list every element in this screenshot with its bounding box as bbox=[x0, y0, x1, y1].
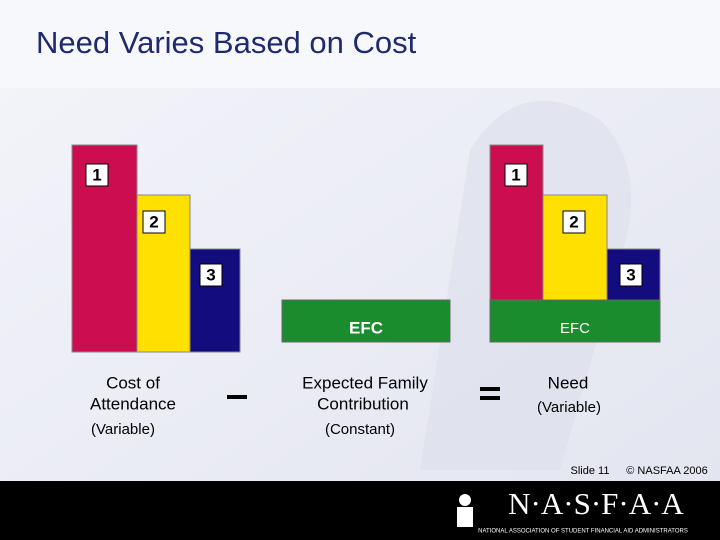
note: (Variable) bbox=[537, 399, 601, 416]
label-box bbox=[562, 210, 586, 234]
title-band bbox=[0, 0, 720, 88]
slide-title: Need Varies Based on Cost bbox=[36, 25, 417, 60]
slide-number: Slide 11 bbox=[571, 465, 610, 477]
logo-subtitle: NATIONAL ASSOCIATION OF STUDENT FINANCIA… bbox=[478, 529, 688, 535]
box-label: 2 bbox=[149, 212, 158, 231]
label-box bbox=[85, 163, 109, 187]
caption: Attendance bbox=[90, 394, 176, 413]
minus-sign bbox=[227, 395, 247, 399]
efc-label: EFC bbox=[349, 318, 383, 337]
footer-bar bbox=[0, 481, 720, 540]
box-label: 1 bbox=[92, 165, 101, 184]
note: (Variable) bbox=[91, 421, 155, 438]
equals-sign bbox=[480, 396, 500, 400]
logo-icon bbox=[459, 494, 471, 506]
equals-sign bbox=[480, 387, 500, 391]
efc-box bbox=[281, 299, 451, 343]
caption: Expected Family bbox=[302, 373, 428, 392]
caption: Contribution bbox=[317, 394, 409, 413]
label-box bbox=[619, 263, 643, 287]
box-label: 3 bbox=[626, 265, 635, 284]
label-box bbox=[142, 210, 166, 234]
efc-label: EFC bbox=[560, 320, 590, 337]
logo-icon bbox=[457, 507, 473, 527]
logo: N·A·S·F·A·A bbox=[508, 486, 684, 521]
label-box bbox=[504, 163, 528, 187]
box-label: 3 bbox=[206, 265, 215, 284]
box-label: 2 bbox=[569, 212, 578, 231]
copyright: © NASFAA 2006 bbox=[626, 465, 708, 477]
caption: Cost of bbox=[106, 373, 160, 392]
efc-box bbox=[489, 299, 661, 343]
caption: Need bbox=[548, 373, 589, 392]
note: (Constant) bbox=[325, 421, 395, 438]
label-box bbox=[199, 263, 223, 287]
box-label: 1 bbox=[511, 165, 520, 184]
